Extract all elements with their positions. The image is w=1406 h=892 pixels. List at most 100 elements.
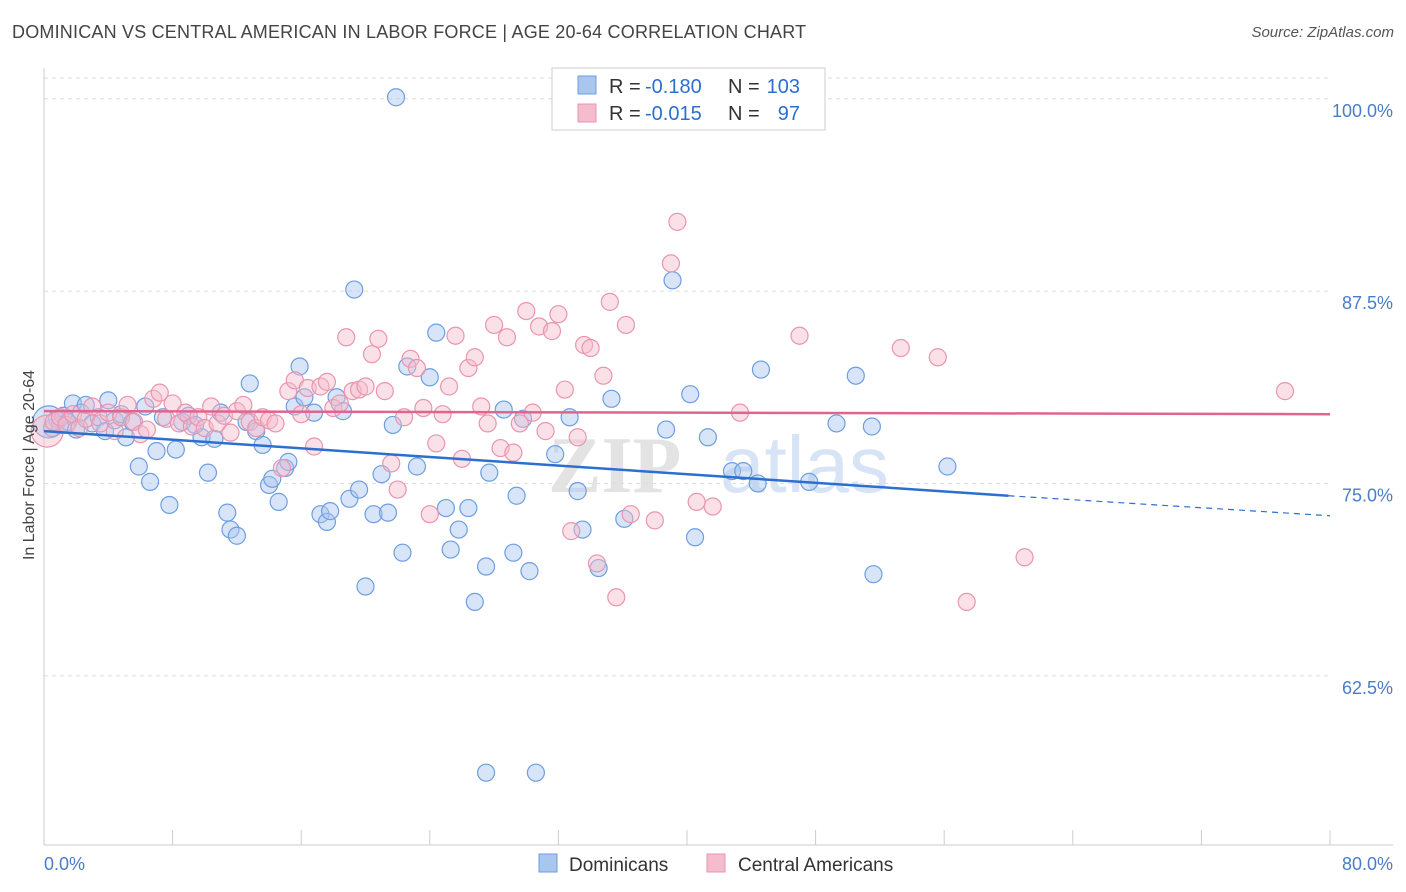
central-americans-point-87	[600, 292, 619, 311]
central-americans-point-58	[414, 398, 433, 418]
central-americans-point-90	[621, 505, 640, 524]
central-americans-point-82	[568, 428, 587, 447]
central-americans-point-86	[594, 366, 613, 385]
central-americans-point-52	[375, 382, 394, 401]
dominicans-point-99	[862, 417, 881, 436]
central-americans-point-95	[703, 497, 722, 516]
y-tick-label-3: 62.5%	[1342, 678, 1393, 698]
dominicans-point-76	[507, 486, 526, 505]
legend-n-label-central-americans: N =	[728, 103, 760, 125]
trend-line-dominicans	[43, 429, 1009, 497]
dominicans-point-66	[427, 323, 446, 342]
dominicans-point-59	[378, 503, 398, 522]
bottom-legend-central-americans: Central Americans	[738, 855, 893, 876]
central-americans-point-15	[137, 420, 156, 439]
dominicans-point-69	[449, 520, 468, 539]
central-americans-point-61	[433, 405, 452, 424]
central-americans-point-39	[292, 405, 311, 424]
gridlines	[44, 77, 1330, 677]
legend-r-label-dominicans: R =	[609, 76, 641, 98]
central-americans-point-73	[510, 414, 529, 433]
dominicans-point-49	[317, 512, 337, 531]
dominicans-point-50	[321, 502, 340, 521]
legend: R = -0.180 N = 103 R = -0.015 N = 97	[551, 67, 826, 131]
central-americans-point-59	[420, 505, 439, 524]
central-americans-point-43	[317, 372, 337, 391]
central-americans-point-51	[369, 329, 388, 348]
central-americans-point-54	[388, 480, 407, 499]
y-axis-tick-labels: 100.0% 87.5% 75.0% 62.5%	[1332, 101, 1393, 698]
dominicans-point-72	[476, 557, 496, 576]
dominicans-point-100	[864, 565, 883, 584]
central-americans-point-35	[266, 414, 285, 433]
legend-n-value-central-americans: 97	[778, 103, 800, 125]
dominicans-point-53	[340, 489, 359, 508]
legend-n-value-dominicans: 103	[767, 76, 800, 98]
central-americans-point-91	[645, 511, 664, 530]
central-americans-point-101	[1015, 548, 1034, 567]
dominicans-point-9	[76, 395, 95, 415]
dominicans-point-73	[480, 463, 499, 482]
dominicans-point-32	[218, 503, 237, 522]
dominicans-point-55	[349, 480, 369, 499]
central-americans-point-68	[478, 414, 497, 433]
y-tick-label-0: 100.0%	[1332, 101, 1393, 121]
dominicans-point-62	[393, 543, 412, 562]
central-americans-point-98	[891, 338, 910, 358]
central-americans-point-93	[668, 212, 687, 231]
central-americans-point-99	[928, 348, 947, 367]
series-dominicans	[32, 88, 957, 782]
dominicans-point-23	[160, 495, 179, 515]
dominicans-point-65	[420, 368, 439, 387]
central-americans-point-81	[562, 522, 581, 541]
central-americans-point-78	[542, 322, 562, 341]
legend-r-label-central-americans: R =	[609, 103, 641, 125]
central-americans-point-72	[504, 443, 523, 462]
central-americans-point-63	[446, 326, 465, 345]
central-americans-point-85	[587, 554, 607, 573]
legend-swatch-dominicans	[577, 75, 597, 95]
dominicans-point-91	[698, 428, 717, 447]
central-americans-point-30	[234, 395, 253, 415]
dominicans-point-13	[99, 391, 118, 410]
central-americans-point-23	[189, 408, 208, 427]
central-americans-point-62	[439, 377, 459, 396]
central-americans-point-71	[497, 328, 517, 347]
dominicans-point-80	[546, 445, 565, 464]
bottom-legend-swatch-central-americans	[706, 853, 726, 873]
dominicans-point-29	[198, 463, 218, 482]
central-americans-point-50	[362, 345, 382, 364]
central-americans-point-41	[304, 437, 324, 456]
bottom-legend-swatch-dominicans	[538, 853, 558, 873]
trend-line-central-americans	[43, 409, 1331, 416]
dominicans-point-36	[240, 374, 259, 393]
dominicans-point-74	[494, 400, 513, 419]
central-americans-point-97	[790, 326, 809, 345]
dominicans-point-54	[345, 280, 364, 299]
x-tick-label-1: 80.0%	[1342, 854, 1393, 874]
chart-title: DOMINICAN VS CENTRAL AMERICAN IN LABOR F…	[12, 22, 807, 42]
central-americans-point-66	[465, 348, 484, 367]
central-americans-point-65	[459, 358, 478, 378]
legend-r-value-central-americans: -0.015	[645, 103, 702, 125]
bottom-legend: Dominicans Central Americans	[538, 853, 893, 876]
central-americans-point-37	[279, 382, 298, 401]
dominicans-point-24	[166, 440, 185, 459]
central-americans-point-69	[485, 315, 504, 335]
dominicans-point-56	[356, 577, 375, 596]
y-tick-label-2: 75.0%	[1342, 485, 1393, 505]
central-americans-point-45	[330, 394, 349, 413]
axes	[43, 68, 1393, 846]
legend-n-label-dominicans: N =	[728, 76, 760, 98]
dominicans-point-75	[504, 543, 523, 562]
dominicans-point-82	[568, 482, 587, 501]
x-axis-ticks: 0.0% 80.0%	[43, 830, 1393, 874]
dominicans-point-79	[526, 763, 545, 782]
watermark: ZIP atlas	[548, 420, 889, 510]
dominicans-point-34	[227, 526, 246, 545]
central-americans-point-94	[687, 492, 706, 511]
central-americans-point-74	[517, 302, 536, 321]
trend-line-dominicans-extrapolated	[1008, 495, 1331, 517]
legend-swatch-central-americans	[577, 103, 597, 123]
central-americans-point-49	[356, 377, 375, 396]
